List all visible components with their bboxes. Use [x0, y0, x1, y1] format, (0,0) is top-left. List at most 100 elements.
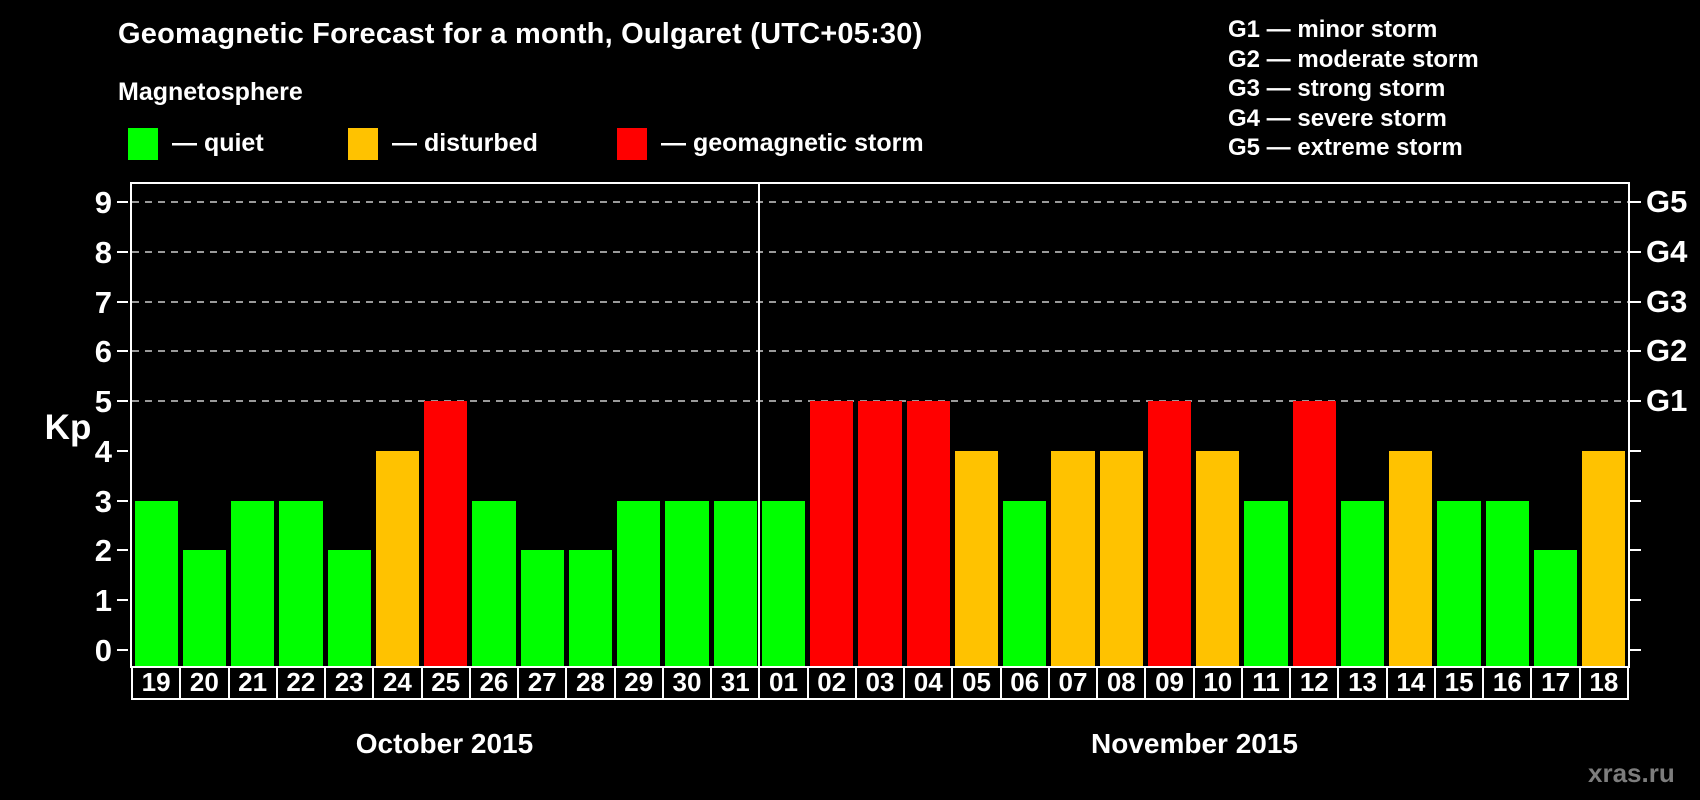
legend-label-disturbed: — disturbed — [392, 129, 538, 157]
y-tick-left-1 — [117, 599, 128, 602]
bar-november-11 — [1244, 500, 1288, 666]
bar-october-29 — [617, 500, 661, 666]
date-cell-november-12: 12 — [1289, 666, 1340, 700]
storm-color-swatch — [617, 128, 647, 160]
y-tick-right-9 — [1630, 200, 1641, 203]
date-cell-november-14: 14 — [1385, 666, 1436, 700]
bar-october-20 — [182, 550, 226, 666]
date-cell-november-06: 06 — [999, 666, 1050, 700]
y-tick-label-1: 1 — [94, 583, 112, 619]
g3-scale-line: G3 — strong storm — [1228, 75, 1446, 102]
y-tick-right-3 — [1630, 499, 1641, 502]
legend-label-storm: — geomagnetic storm — [661, 129, 924, 157]
bar-november-01 — [761, 500, 806, 666]
g-storm-scale-legend: G1 — minor storm G2 — moderate storm G3 … — [1228, 15, 1479, 163]
y-tick-label-3: 3 — [94, 483, 112, 519]
date-cell-november-03: 03 — [854, 666, 906, 700]
y-tick-left-7 — [117, 300, 128, 303]
g-level-label-g5: G5 — [1646, 183, 1688, 219]
gridline-g2 — [132, 350, 1628, 353]
date-cell-november-18: 18 — [1578, 666, 1629, 700]
date-cell-november-07: 07 — [1047, 666, 1099, 700]
date-cell-october-22: 22 — [275, 666, 327, 700]
y-tick-label-2: 2 — [94, 533, 112, 569]
g1-scale-line: G1 — minor storm — [1228, 16, 1438, 43]
bar-november-09 — [1147, 401, 1192, 666]
bar-november-06 — [1003, 500, 1047, 666]
bar-october-27 — [520, 550, 564, 666]
bar-november-08 — [1099, 450, 1143, 666]
month-label-october: October 2015 — [355, 728, 534, 759]
date-cell-october-27: 27 — [517, 666, 568, 700]
bar-october-21 — [231, 500, 275, 666]
plot-frame — [130, 182, 1630, 668]
y-tick-label-5: 5 — [94, 384, 112, 420]
g-level-label-g3: G3 — [1646, 283, 1688, 319]
y-tick-label-7: 7 — [94, 284, 112, 320]
date-cell-october-31: 31 — [710, 666, 761, 700]
g5-scale-line: G5 — extreme storm — [1228, 134, 1463, 161]
y-tick-right-1 — [1630, 599, 1641, 602]
y-tick-right-2 — [1630, 549, 1641, 552]
y-tick-label-4: 4 — [94, 433, 112, 469]
bar-november-07 — [1051, 450, 1095, 666]
y-tick-left-0 — [117, 649, 128, 651]
bar-october-30 — [665, 500, 709, 666]
month-divider-line — [758, 184, 761, 666]
quiet-color-swatch — [128, 128, 158, 160]
magnetosphere-label: Magnetosphere — [118, 78, 303, 106]
bar-november-18 — [1582, 450, 1626, 666]
date-cell-november-17: 17 — [1530, 666, 1581, 700]
bar-october-28 — [568, 550, 613, 666]
y-tick-label-6: 6 — [94, 334, 112, 370]
date-cell-october-21: 21 — [227, 666, 278, 700]
bar-october-22 — [279, 500, 323, 666]
y-tick-label-9: 9 — [94, 184, 112, 220]
date-cell-november-13: 13 — [1337, 666, 1388, 700]
y-tick-left-6 — [117, 350, 128, 353]
date-cell-october-25: 25 — [420, 666, 471, 700]
month-label-november: November 2015 — [1090, 728, 1298, 759]
y-tick-left-3 — [117, 499, 128, 502]
g-level-label-g1: G1 — [1646, 383, 1688, 419]
bar-november-04 — [906, 401, 950, 666]
g-level-label-g2: G2 — [1646, 333, 1688, 369]
bar-october-31 — [713, 500, 757, 666]
date-axis: 19 20 21 22 23 24 25 26 27 28 29 30 31 01 02 03 04 05 06 07… — [131, 666, 1629, 700]
y-tick-label-0: 0 — [94, 633, 112, 668]
chart-title: Geomagnetic Forecast for a month, Oulgar… — [118, 18, 923, 50]
gridline-g4 — [132, 250, 1628, 253]
g4-scale-line: G4 — severe storm — [1228, 104, 1447, 132]
gridline-g3 — [132, 300, 1628, 303]
date-cell-november-16: 16 — [1482, 666, 1533, 700]
date-cell-october-24: 24 — [372, 666, 423, 700]
date-cell-november-02: 02 — [806, 666, 857, 700]
y-tick-left-2 — [117, 549, 128, 552]
bar-october-26 — [472, 500, 516, 666]
watermark: xras.ru — [1588, 758, 1675, 788]
disturbed-color-swatch — [348, 128, 378, 160]
date-cell-october-23: 23 — [324, 666, 375, 700]
bar-october-19 — [134, 500, 178, 666]
y-tick-left-8 — [117, 250, 128, 253]
bar-november-14 — [1389, 450, 1433, 666]
bar-november-13 — [1340, 500, 1385, 666]
date-cell-november-04: 04 — [903, 666, 954, 700]
date-cell-november-09: 09 — [1144, 666, 1195, 700]
bar-november-02 — [810, 401, 854, 666]
date-cell-november-15: 15 — [1433, 666, 1485, 700]
bar-november-17 — [1533, 550, 1578, 666]
date-cell-november-11: 11 — [1240, 666, 1292, 700]
bar-october-23 — [327, 550, 371, 666]
y-axis-title: Kp — [44, 408, 92, 447]
date-cell-october-20: 20 — [179, 666, 230, 700]
gridline-g1 — [132, 400, 1628, 403]
date-cell-november-10: 10 — [1192, 666, 1243, 700]
date-cell-october-19: 19 — [131, 666, 182, 700]
bar-october-24 — [375, 450, 420, 666]
y-tick-right-0 — [1630, 649, 1641, 651]
g2-scale-line: G2 — moderate storm — [1228, 45, 1479, 73]
y-tick-right-8 — [1630, 250, 1641, 253]
kp-state-legend: — quiet — disturbed — geomagnetic storm — [0, 126, 1100, 162]
